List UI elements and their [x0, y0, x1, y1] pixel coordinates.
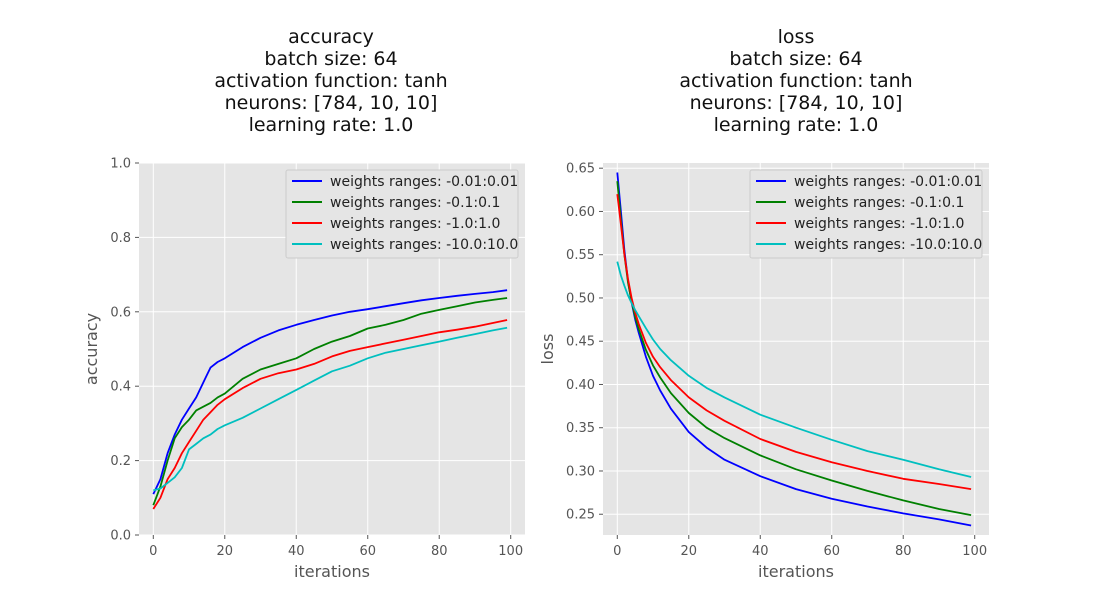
accuracy-legend: [285, 169, 519, 259]
legend-label: weights ranges: -1.0:1.0: [794, 216, 964, 232]
x-tick-label: 20: [681, 544, 698, 559]
accuracy-chart: 0 20 40 60 80 100 0.0 0.2 0.4 0.6 0.8 1.0 iterations…: [82, 157, 525, 581]
loss-legend: [749, 169, 983, 259]
y-tick-label: 0.25: [566, 508, 595, 523]
legend-label: weights ranges: -0.01:0.01: [330, 174, 518, 190]
y-tick-label: 0.30: [566, 464, 595, 479]
y-axis-label: loss: [538, 334, 557, 365]
y-tick-label: 0.8: [110, 231, 131, 246]
legend-label: weights ranges: -0.1:0.1: [794, 195, 964, 211]
y-axis-label: accuracy: [82, 313, 101, 385]
x-tick-label: 80: [431, 544, 448, 559]
loss-chart-title: loss batch size: 64 activation function:…: [586, 26, 1006, 136]
title-line: activation function: tanh: [214, 70, 448, 92]
y-tick-label: 0.60: [566, 205, 595, 220]
x-tick-label: 0: [149, 544, 157, 559]
x-tick-label: 80: [895, 544, 912, 559]
x-tick-label: 20: [217, 544, 234, 559]
title-line: neurons: [784, 10, 10]: [224, 92, 438, 114]
legend-label: weights ranges: -0.01:0.01: [794, 174, 982, 190]
title-line: neurons: [784, 10, 10]: [689, 92, 903, 114]
y-tick-label: 0.50: [566, 291, 595, 306]
legend-label: weights ranges: -10.0:10.0: [794, 237, 982, 253]
legend-label: weights ranges: -1.0:1.0: [330, 216, 500, 232]
loss-series-line-2: [616, 193, 972, 490]
accuracy-chart-title: accuracy batch size: 64 activation funct…: [121, 26, 541, 136]
accuracy-series-line-3: [153, 326, 508, 492]
x-axis-label: iterations: [758, 562, 834, 581]
y-tick-label: 0.4: [110, 380, 131, 395]
y-tick-label: 0.45: [566, 335, 595, 350]
x-tick-label: 40: [752, 544, 769, 559]
accuracy-series-line-2: [152, 319, 508, 510]
loss-series-line-3: [616, 261, 972, 478]
x-tick-label: 100: [962, 544, 987, 559]
x-tick-label: 0: [613, 544, 621, 559]
y-tick-label: 0.40: [566, 378, 595, 393]
y-tick-label: 0.6: [110, 305, 131, 320]
y-tick-label: 1.0: [110, 157, 131, 172]
x-tick-label: 40: [288, 544, 305, 559]
loss-chart: 0 20 40 60 80 100 0.25 0.30 0.35 0.40 0.45 0.50 0.55…: [538, 162, 989, 581]
y-tick-label: 0.65: [566, 162, 595, 177]
legend-label: weights ranges: -0.1:0.1: [330, 195, 500, 211]
x-tick-label: 100: [498, 544, 523, 559]
legend-label: weights ranges: -10.0:10.0: [330, 237, 518, 253]
title-line: learning rate: 1.0: [248, 114, 414, 136]
x-axis-label: iterations: [294, 562, 370, 581]
title-line: loss: [777, 26, 815, 48]
y-tick-label: 0.55: [566, 248, 595, 263]
y-tick-label: 0.2: [110, 454, 131, 469]
x-tick-label: 60: [823, 544, 840, 559]
accuracy-series-line-1: [152, 297, 508, 506]
title-line: batch size: 64: [264, 48, 398, 70]
title-line: accuracy: [288, 26, 374, 48]
x-tick-label: 60: [359, 544, 376, 559]
accuracy-series-line-0: [152, 289, 508, 495]
title-line: activation function: tanh: [679, 70, 913, 92]
title-line: learning rate: 1.0: [713, 114, 879, 136]
title-line: batch size: 64: [729, 48, 863, 70]
y-tick-label: 0.35: [566, 421, 595, 436]
y-tick-label: 0.0: [110, 529, 131, 544]
